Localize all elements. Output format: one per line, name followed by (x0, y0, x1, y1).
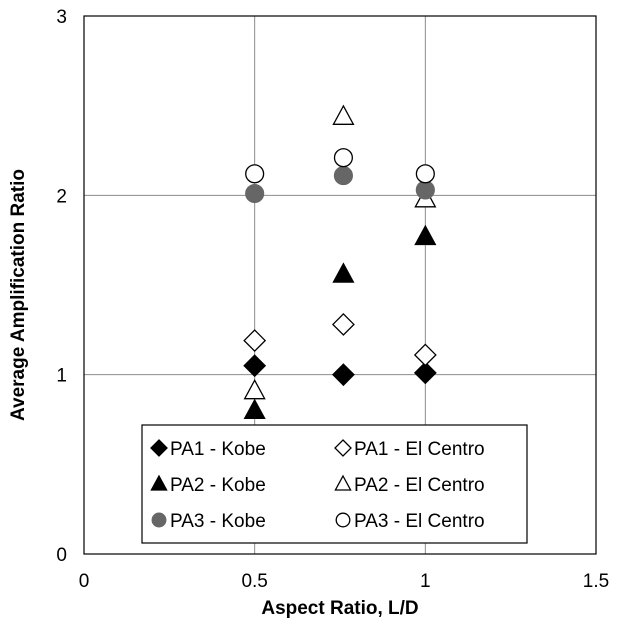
x-axis-title: Aspect Ratio, L/D (261, 598, 418, 619)
data-point-pa3-kobe (333, 166, 353, 186)
x-tick-label: 0 (79, 571, 90, 592)
data-point-pa1-kobe (331, 363, 355, 387)
y-tick-label: 0 (56, 545, 67, 566)
data-point-pa3-kobe (415, 180, 435, 200)
legend-marker (150, 474, 168, 491)
legend-marker (150, 439, 168, 457)
legend-marker (335, 512, 351, 528)
data-point-pa3-el-centro (415, 164, 435, 184)
legend: PA1 - Kobe PA1 - El Centro PA2 - Kobe PA2 -… (141, 424, 528, 544)
data-point-pa2-kobe (243, 398, 266, 420)
data-point-pa1-kobe (413, 361, 437, 385)
legend-label: PA3 - El Centro (354, 511, 485, 532)
legend-label: PA2 - El Centro (354, 475, 485, 496)
legend-marker (334, 474, 352, 491)
data-point-pa2-kobe (414, 224, 437, 246)
data-point-pa2-kobe (332, 262, 355, 283)
legend-label: PA1 - El Centro (354, 439, 485, 460)
legend-label: PA1 - Kobe (170, 439, 266, 460)
y-tick-label: 1 (56, 366, 67, 387)
data-point-pa3-el-centro (333, 148, 353, 168)
y-tick-label: 3 (56, 7, 67, 28)
data-point-pa1-el-centro (413, 343, 437, 367)
x-tick-label: 1 (420, 571, 431, 592)
axis-ticks: 0 0.5 1 1.5 0 1 2 3 (56, 7, 609, 592)
legend-box (141, 424, 528, 544)
plot-area (83, 15, 597, 555)
x-tick-label: 1.5 (583, 571, 609, 592)
data-point-pa3-el-centro (245, 164, 265, 184)
data-point-pa1-el-centro (243, 329, 267, 353)
y-axis-title: Average Amplification Ratio (8, 169, 29, 421)
legend-marker (334, 439, 352, 457)
y-tick-label: 2 (56, 186, 67, 207)
data-point-pa2-el-centro (243, 378, 266, 400)
data-point-pa2-el-centro (332, 104, 355, 125)
data-points (243, 104, 437, 420)
data-point-pa1-el-centro (331, 313, 355, 336)
data-point-pa1-kobe (243, 354, 267, 378)
legend-label: PA3 - Kobe (170, 511, 266, 532)
x-tick-label: 0.5 (241, 571, 267, 592)
legend-label: PA2 - Kobe (170, 475, 266, 496)
data-point-pa3-kobe (245, 183, 265, 204)
legend-marker (151, 512, 167, 528)
